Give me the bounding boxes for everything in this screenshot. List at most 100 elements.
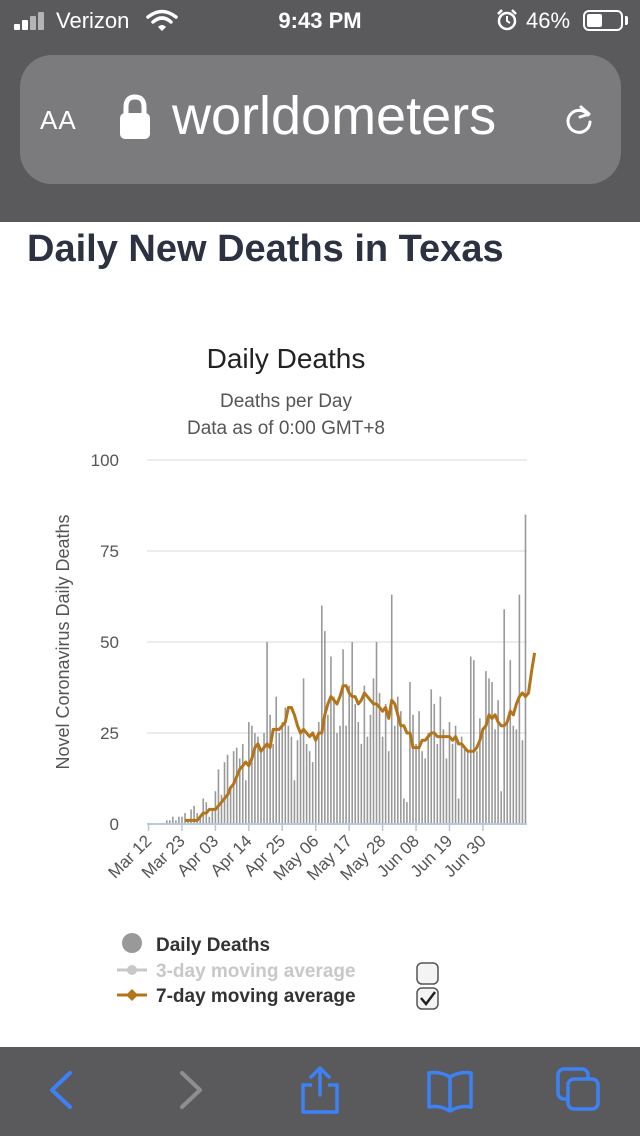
bar: [424, 758, 426, 824]
bar: [202, 798, 205, 824]
bar: [403, 798, 405, 824]
legend-label-7-day-average: 7-day moving average: [156, 986, 356, 1007]
bar: [372, 678, 375, 824]
bar: [427, 733, 429, 824]
legend-item-daily-deaths[interactable]: Daily Deaths: [122, 933, 270, 956]
bar: [512, 725, 515, 824]
bar: [515, 729, 518, 824]
y-axis-ticks: 0 25 50 75 100: [91, 451, 119, 834]
bookmarks-icon[interactable]: [426, 1065, 474, 1115]
bar: [460, 736, 463, 824]
bar: [232, 751, 235, 824]
text-size-button[interactable]: AA: [40, 105, 77, 136]
bar: [345, 725, 347, 824]
bar: [308, 751, 311, 824]
reload-icon[interactable]: [562, 103, 596, 137]
bar: [442, 729, 445, 824]
bar: [494, 729, 496, 824]
legend-item-7-day-average[interactable]: 7-day moving average: [117, 986, 439, 1010]
legend-marker-7-day-average: [126, 989, 138, 1001]
bar: [178, 816, 180, 824]
bar: [263, 733, 265, 824]
bar: [314, 736, 317, 824]
legend-label-3-day-average: 3-day moving average: [156, 961, 356, 982]
bar: [439, 696, 442, 824]
tabs-icon[interactable]: [554, 1065, 602, 1115]
bar: [269, 714, 271, 824]
bar: [451, 743, 454, 824]
line-series-7-day-average: [185, 652, 537, 822]
bar: [421, 751, 423, 824]
bar: [384, 703, 387, 824]
bar: [339, 725, 341, 824]
bar: [466, 751, 469, 824]
bar: [217, 769, 220, 824]
bar: [317, 722, 320, 824]
bar: [524, 514, 527, 824]
bar: [251, 725, 253, 824]
checkmark-icon: [420, 991, 436, 1007]
bar: [165, 820, 168, 824]
bar: [369, 714, 372, 824]
bar: [181, 816, 183, 824]
bar: [400, 711, 402, 824]
bar: [436, 743, 439, 824]
browser-chrome: Verizon 9:43 PM 46% AA worldometers: [0, 0, 640, 222]
bar: [342, 649, 344, 824]
bar: [360, 743, 363, 824]
bar: [299, 733, 302, 824]
address-bar[interactable]: AA worldometers: [20, 55, 621, 184]
wifi-icon: [146, 9, 178, 31]
legend-marker-daily-deaths: [122, 933, 142, 953]
url-domain[interactable]: worldometers: [172, 86, 497, 146]
bar: [518, 594, 521, 824]
bar: [497, 700, 499, 824]
bar: [260, 751, 262, 824]
bar: [351, 642, 353, 824]
bar: [463, 747, 466, 824]
bar: [473, 660, 475, 824]
bar: [357, 722, 360, 824]
share-icon[interactable]: [296, 1065, 344, 1115]
bar: [418, 711, 420, 824]
bar: [175, 820, 177, 824]
page-heading: Daily New Deaths in Texas: [27, 228, 504, 270]
y-tick-label: 50: [100, 633, 119, 652]
bar: [387, 751, 390, 824]
bar: [287, 725, 290, 824]
back-arrow-icon[interactable]: [38, 1065, 86, 1115]
forward-arrow-icon[interactable]: [166, 1065, 214, 1115]
legend-item-3-day-average[interactable]: 3-day moving average: [117, 961, 439, 985]
bar: [469, 656, 472, 824]
chart-legend: Daily Deaths 3-day moving average 7-day …: [117, 933, 439, 1010]
bar: [430, 689, 433, 824]
bar: [208, 816, 211, 824]
bar: [238, 758, 241, 824]
bar: [248, 722, 250, 824]
chart-data-date: Data as of 0:00 GMT+8: [187, 418, 385, 439]
checkbox-7-day-average[interactable]: [416, 987, 439, 1010]
bar: [275, 696, 277, 824]
bar: [302, 678, 305, 824]
bar: [193, 805, 195, 824]
checkbox-3-day-average[interactable]: [416, 962, 439, 985]
bar: [278, 733, 281, 824]
bar: [293, 780, 296, 824]
bar-series-daily-deaths: [165, 514, 527, 824]
bar: [187, 820, 189, 824]
y-axis-label: Novel Coronavirus Daily Deaths: [53, 514, 73, 769]
bar: [169, 820, 171, 824]
bar: [184, 813, 186, 824]
bar: [354, 703, 357, 824]
bar: [290, 736, 293, 824]
bar: [296, 740, 299, 824]
battery-tip: [625, 16, 628, 25]
bar: [327, 714, 329, 824]
status-bar: Verizon 9:43 PM 46%: [0, 0, 640, 42]
daily-deaths-chart: Daily Deaths Deaths per Day Data as of 0…: [53, 343, 537, 1010]
bar: [284, 707, 287, 824]
bar: [488, 678, 490, 824]
y-tick-label: 75: [100, 542, 119, 561]
bar: [305, 743, 308, 824]
bar: [479, 718, 481, 824]
